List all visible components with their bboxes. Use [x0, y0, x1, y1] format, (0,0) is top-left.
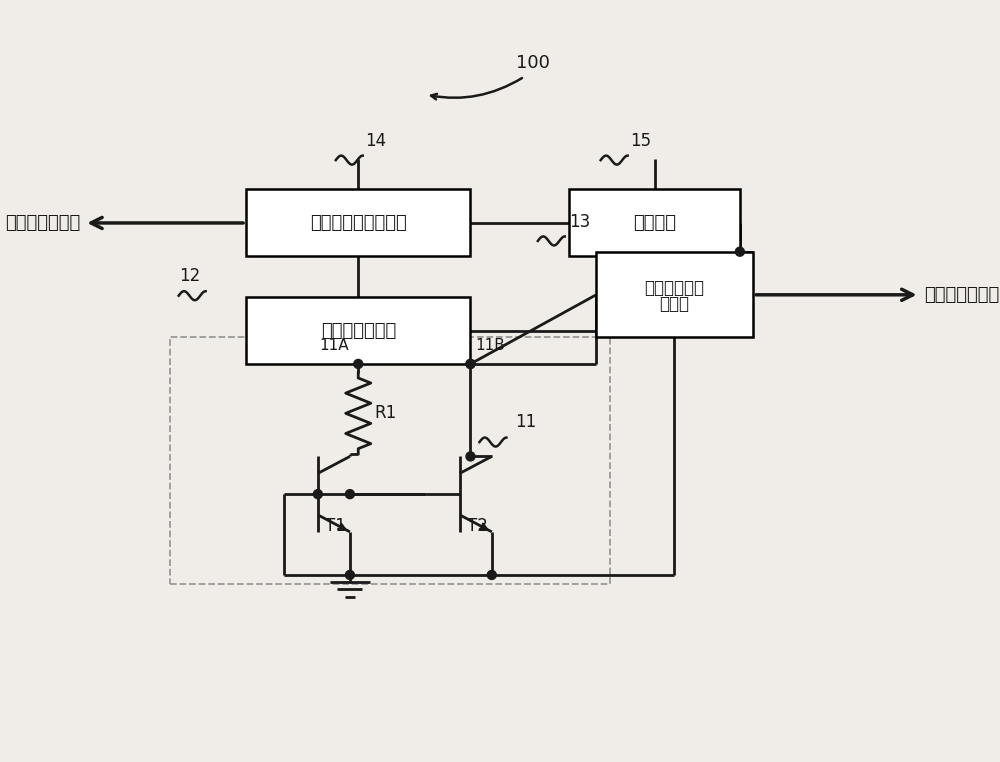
Text: T2: T2 [467, 517, 488, 535]
Text: 流电路: 流电路 [659, 295, 689, 312]
Circle shape [466, 360, 475, 369]
Text: 11A: 11A [320, 338, 349, 353]
Text: 正温度系数电流: 正温度系数电流 [924, 286, 999, 304]
Bar [170, 337, 610, 584]
Text: 酄位电路: 酄位电路 [633, 214, 676, 232]
Text: 14: 14 [365, 133, 387, 150]
Circle shape [345, 571, 354, 579]
Circle shape [466, 360, 475, 369]
Bar [596, 251, 753, 337]
Text: 零温度系数电流: 零温度系数电流 [5, 214, 80, 232]
Text: 100: 100 [516, 54, 550, 72]
Text: 11: 11 [515, 413, 537, 431]
Circle shape [466, 452, 475, 461]
Bar [246, 189, 470, 256]
Text: R1: R1 [374, 405, 397, 422]
Bar [246, 296, 470, 364]
Text: 基准源镶像电路: 基准源镶像电路 [321, 322, 396, 340]
Text: 正温度系数电: 正温度系数电 [644, 279, 704, 296]
Text: 15: 15 [630, 133, 651, 150]
Text: 13: 13 [569, 213, 591, 231]
Text: 11B: 11B [475, 338, 505, 353]
Circle shape [354, 360, 363, 369]
Circle shape [487, 571, 496, 579]
Circle shape [313, 490, 322, 498]
Text: T1: T1 [325, 517, 346, 535]
Circle shape [735, 247, 744, 256]
Circle shape [345, 490, 354, 498]
Text: 零温度系数电流电路: 零温度系数电流电路 [310, 214, 407, 232]
Bar [569, 189, 740, 256]
Text: 12: 12 [179, 267, 200, 285]
